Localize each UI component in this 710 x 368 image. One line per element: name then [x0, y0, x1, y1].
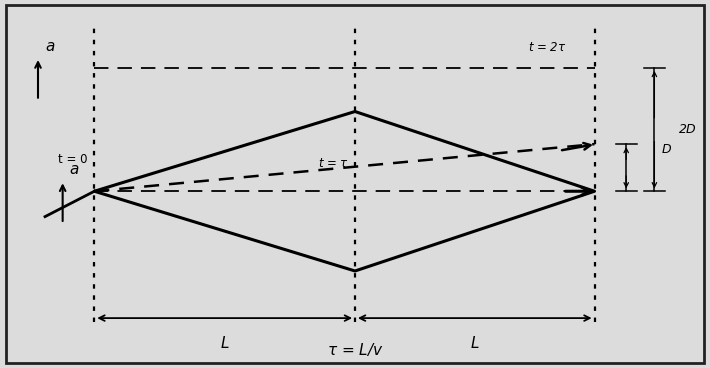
Text: 2D: 2D — [679, 123, 697, 136]
Text: $\tau$ = L/v: $\tau$ = L/v — [327, 341, 383, 358]
Text: t = 0: t = 0 — [58, 153, 88, 166]
Text: D: D — [662, 143, 671, 156]
Text: L: L — [220, 336, 229, 351]
Text: t = 2$\tau$: t = 2$\tau$ — [528, 40, 567, 53]
Text: a: a — [45, 39, 55, 54]
Text: t = $\tau$: t = $\tau$ — [318, 156, 349, 170]
Text: a: a — [70, 162, 79, 177]
Text: L: L — [471, 336, 479, 351]
